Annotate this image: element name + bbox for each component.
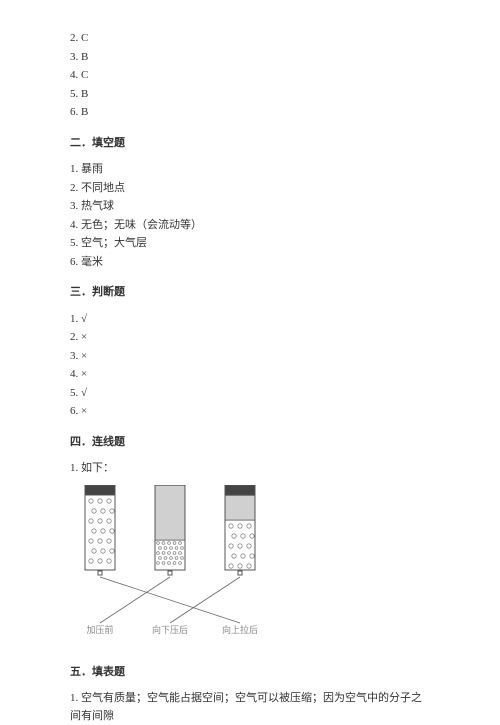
answer-line: 4. C <box>70 67 430 84</box>
fill-blank-answer: 6. 毫米 <box>70 254 430 271</box>
answer-line: 6. B <box>70 104 430 121</box>
judge-answer: 3. × <box>70 348 430 365</box>
top-answers: 2. C 3. B4. C 5. B6. B <box>70 30 430 121</box>
judge-answer: 5. √ <box>70 385 430 402</box>
judge-answer: 4. × <box>70 366 430 383</box>
svg-text:向上拉后: 向上拉后 <box>222 624 258 635</box>
judge-answer: 6. × <box>70 403 430 420</box>
section3-title: 三．判断题 <box>70 284 430 301</box>
judge-answer: 2. × <box>70 329 430 346</box>
matching-diagram: 加压前 向下压后 向上拉后 <box>70 485 430 650</box>
section3-list: 1. √2. × 3. ×4. × 5. √6. × <box>70 311 430 420</box>
fill-blank-answer: 1. 暴雨 <box>70 161 430 178</box>
section5-answer: 1. 空气有质量；空气能占据空间；空气可以被压缩；因为空气中的分子之间有间隙 <box>70 690 430 725</box>
answer-line: 5. B <box>70 86 430 103</box>
section2-title: 二．填空题 <box>70 135 430 152</box>
section2-list: 1. 暴雨 2. 不同地点3. 热气球 4. 无色；无味（会流动等）5. 空气；大气… <box>70 161 430 270</box>
section5-title: 五．填表题 <box>70 664 430 681</box>
fill-blank-answer: 5. 空气；大气层 <box>70 235 430 252</box>
fill-blank-answer: 2. 不同地点 <box>70 180 430 197</box>
judge-answer: 1. √ <box>70 311 430 328</box>
section4-title: 四．连线题 <box>70 434 430 451</box>
answer-line: 3. B <box>70 49 430 66</box>
fill-blank-answer: 3. 热气球 <box>70 198 430 215</box>
fill-blank-answer: 4. 无色；无味（会流动等） <box>70 217 430 234</box>
svg-text:向下压后: 向下压后 <box>152 624 188 635</box>
svg-text:加压前: 加压前 <box>86 624 113 635</box>
answer-line: 2. C <box>70 30 430 47</box>
section4-intro: 1. 如下： <box>70 460 430 477</box>
